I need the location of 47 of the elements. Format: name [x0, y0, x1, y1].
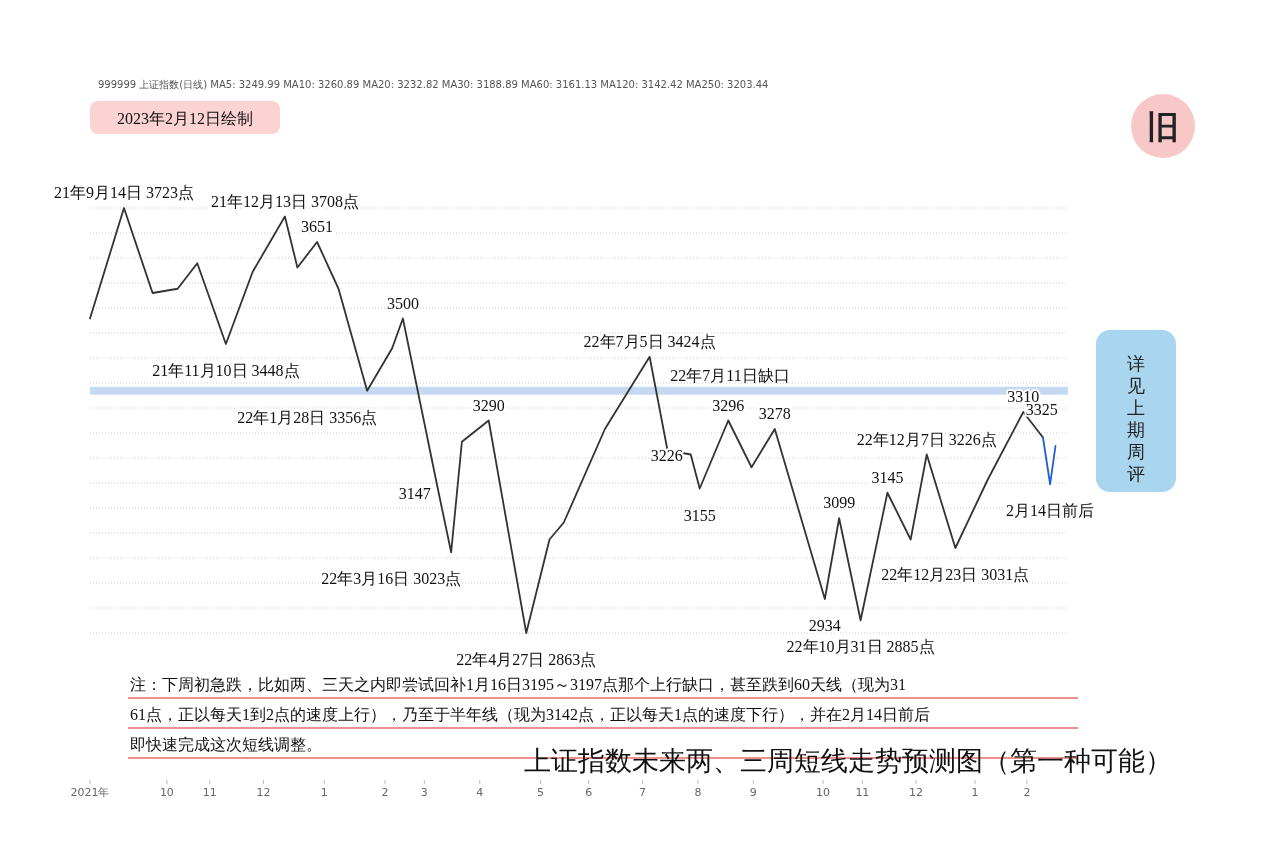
text: 详见上期周评 [1127, 354, 1145, 484]
annotation: 3651 [301, 218, 334, 235]
annotation: 2月14日前后 [1006, 502, 1095, 520]
x-tick-label: 1 [971, 786, 979, 799]
text: 上证指数未来两、三周短线走势预测图（第一种可能） [524, 746, 1172, 776]
annotation: 3147 [398, 484, 431, 502]
x-tick-label: 2 [381, 786, 389, 799]
annotation: 21年11月10日 3448点 [152, 362, 300, 379]
annotation: 22年12月7日 3226点 [856, 430, 997, 448]
x-tick-label: 7 [638, 786, 646, 799]
annotation: 21年9月14日 3723点 [53, 184, 194, 201]
x-tick-label: 6 [585, 786, 593, 799]
annotation: 22年3月16日 3023点 [321, 570, 462, 588]
x-tick-label: 3 [420, 786, 428, 799]
x-tick-label: 5 [537, 786, 545, 799]
x-tick-label: 10 [816, 786, 831, 799]
annotation: 3099 [823, 494, 856, 512]
annotation: 3278 [758, 405, 791, 422]
x-tick-label: 9 [749, 786, 757, 799]
chart-subtitle: 2023年2月12日绘制 [117, 110, 253, 127]
annotation: 22年4月27日 2863点 [456, 651, 597, 668]
annotation: 21年12月13日 3708点 [210, 192, 359, 210]
annotation: 3155 [683, 506, 716, 524]
annotation: 3290 [472, 396, 505, 414]
x-tick-label: 11 [202, 786, 217, 799]
annotation: 3500 [386, 294, 419, 312]
x-tick-label: 1 [320, 786, 328, 799]
ref-line-label: 22年7月11日缺口 [670, 366, 790, 384]
x-tick-label: 4 [476, 786, 484, 799]
x-tick-label: 12 [256, 786, 271, 799]
annotation: 22年7月5日 3424点 [583, 332, 716, 350]
text: 999999 上证指数(日线) MA5: 3249.99 MA10: 3260.89 MA20: 3232.82 MA30: 3188.89 MA60: 3161.13 MA120: 3142.42 MA250: 3203.44 [98, 79, 769, 90]
annotation: 3226 [650, 446, 683, 464]
annotation: 2934 [808, 617, 841, 634]
x-tick-label: 12 [909, 786, 924, 799]
badge: 旧 [1131, 94, 1195, 158]
x-tick-label: 10 [159, 786, 174, 799]
x-tick-label: 8 [694, 786, 702, 799]
annotation: 22年12月23日 3031点 [881, 566, 1030, 583]
x-tick-label: 11 [855, 786, 870, 799]
x-tick-label: 2 [1023, 786, 1031, 799]
x-tick-label: 2021年 [70, 786, 110, 799]
annotation: 22年10月31日 2885点 [786, 638, 935, 656]
annotation: 3296 [712, 396, 745, 414]
annotation: 22年1月28日 3356点 [237, 408, 378, 426]
annotation: 3145 [871, 468, 904, 486]
annotation: 3310 [1007, 388, 1040, 405]
